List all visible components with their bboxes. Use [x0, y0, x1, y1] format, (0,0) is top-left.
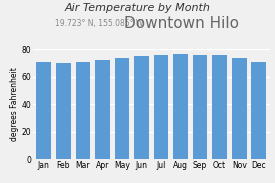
Bar [251, 62, 266, 159]
Bar [193, 55, 207, 159]
Bar [95, 60, 110, 159]
Bar [154, 55, 168, 159]
Bar [232, 58, 246, 159]
Bar [134, 56, 149, 159]
Text: 19.723° N, 155.085° W: 19.723° N, 155.085° W [55, 19, 143, 28]
Y-axis label: degrees Fahrenheit: degrees Fahrenheit [10, 67, 19, 141]
Bar [212, 55, 227, 159]
Bar [36, 62, 51, 159]
Bar [76, 62, 90, 159]
Text: Downtown Hilo: Downtown Hilo [124, 16, 239, 31]
Bar [56, 63, 71, 159]
Bar [115, 58, 129, 159]
Text: Air Temperature by Month: Air Temperature by Month [65, 3, 210, 13]
Bar [173, 53, 188, 159]
